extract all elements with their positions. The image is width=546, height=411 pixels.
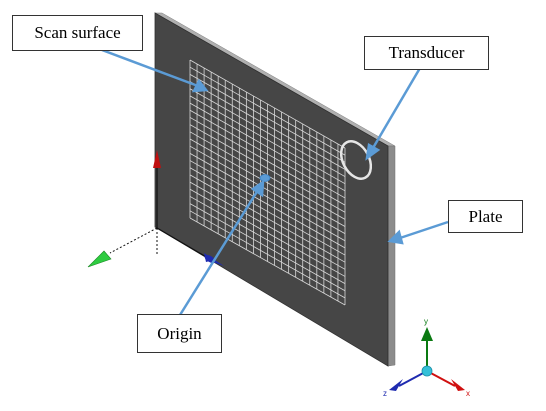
grid-line-horizontal (189, 167, 346, 256)
leader-transducer (371, 67, 422, 149)
triad-z-label: z (383, 389, 387, 398)
y-axis-arrow-icon (421, 327, 433, 341)
grid-line-horizontal (189, 160, 346, 249)
origin-marker (259, 174, 271, 182)
z-axis-arrow-icon (389, 379, 403, 391)
x-axis-arrow-icon (451, 379, 465, 391)
grid-line-horizontal (189, 81, 346, 170)
grid-line-horizontal (189, 138, 346, 227)
leader-lines (101, 48, 449, 316)
plate-face (154, 12, 389, 367)
grid-line-horizontal (189, 66, 346, 156)
leader-scan-surface (101, 48, 199, 88)
triad-y-label: y (424, 317, 428, 326)
grid-line-horizontal (189, 88, 346, 177)
plate-label: Plate (448, 200, 523, 233)
grid-line-horizontal (189, 109, 346, 199)
triad-center (421, 365, 433, 377)
origin-axes (87, 150, 224, 268)
grid-line-horizontal (189, 174, 346, 263)
leader-plate (399, 220, 449, 240)
grid-line-horizontal (189, 181, 346, 270)
grid-line-horizontal (189, 74, 346, 163)
axis-arrow-left-icon (87, 250, 112, 268)
transducer-label: Transducer (364, 36, 489, 70)
axis-arrow-up-icon (153, 150, 161, 168)
grid-line-horizontal (189, 196, 346, 284)
plate-side-edge (387, 145, 396, 367)
grid-line-horizontal (189, 145, 346, 234)
grid-line-horizontal (189, 59, 346, 149)
grid-line-horizontal (189, 117, 346, 206)
orientation-triad: y x z (383, 317, 470, 398)
plate (154, 12, 396, 367)
leader-origin (178, 189, 260, 316)
grid-line-horizontal (189, 124, 346, 213)
grid-line-horizontal (189, 153, 346, 242)
grid-line-horizontal (189, 102, 346, 192)
scan-surface-label: Scan surface (12, 15, 143, 51)
grid-line-horizontal (189, 210, 346, 299)
grid-line-horizontal (189, 217, 346, 306)
scan-surface-grid (189, 59, 346, 306)
grid-line-horizontal (189, 95, 346, 185)
grid-line-horizontal (189, 203, 346, 292)
grid-line-horizontal (189, 188, 346, 277)
triad-x-label: x (466, 389, 470, 398)
origin-label: Origin (137, 314, 222, 353)
